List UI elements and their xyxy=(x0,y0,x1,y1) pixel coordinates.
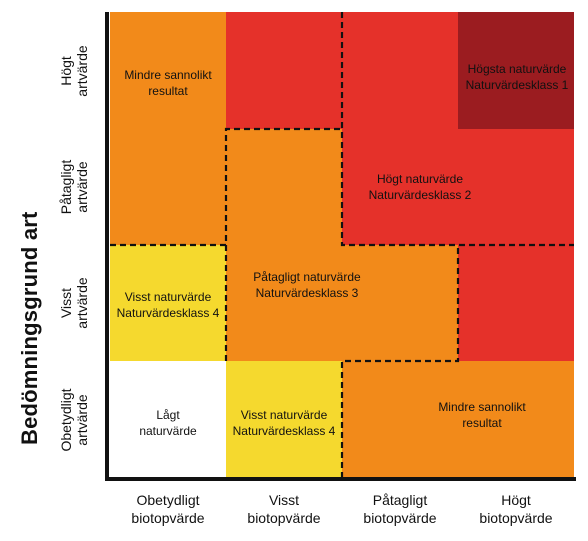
y-label-some: Visst artvärde xyxy=(58,277,91,329)
cell-r3-c4 xyxy=(458,245,574,361)
cell-r2-c1 xyxy=(110,129,226,245)
cell-r3-c2 xyxy=(226,245,342,361)
cell-label-some-value-left: Visst naturvärde Naturvärdesklass 4 xyxy=(116,290,220,320)
cell-label-high-value: Högt naturvärde Naturvärdesklass 2 xyxy=(368,172,472,202)
cell-r3-c3 xyxy=(342,245,458,361)
cell-r1-c2 xyxy=(226,12,342,129)
cell-r2-c2 xyxy=(226,129,342,245)
x-label-high: Högt biotopvärde xyxy=(479,492,553,526)
cell-r4-c1 xyxy=(110,361,226,478)
cell-r3-c1 xyxy=(110,245,226,361)
cell-label-less-likely-bottom: Mindre sannolikt resultat xyxy=(438,400,526,430)
x-label-insignificant: Obetydligt biotopvärde xyxy=(131,492,205,526)
x-label-significant: Påtagligt biotopvärde xyxy=(363,492,437,526)
y-label-high: Högt artvärde xyxy=(58,45,91,97)
y-label-insignificant: Obetydligt artvärde xyxy=(58,388,91,452)
cell-r4-c2 xyxy=(226,361,342,478)
x-label-some: Visst biotopvärde xyxy=(247,492,321,526)
cell-r4-c3 xyxy=(342,361,458,478)
cell-r1-c4 xyxy=(458,12,574,129)
cell-r1-c3 xyxy=(342,12,458,129)
cell-label-less-likely-top: Mindre sannolikt resultat xyxy=(124,68,212,98)
boundary-class1 xyxy=(340,12,574,247)
boundary-class3-right xyxy=(340,245,460,478)
y-axis-title: Bedömningsgrund art xyxy=(17,211,42,445)
cell-label-highest-value: Högsta naturvärde Naturvärdesklass 1 xyxy=(465,62,569,92)
boundary-class2 xyxy=(224,127,342,361)
cell-label-significant-value: Påtagligt naturvärde Naturvärdesklass 3 xyxy=(253,270,361,300)
cell-r4-c4 xyxy=(458,361,574,478)
cell-r2-c4 xyxy=(458,129,574,245)
cell-r2-c3 xyxy=(342,129,458,245)
cell-r1-c1 xyxy=(110,12,226,129)
y-label-significant: Påtagligt artvärde xyxy=(58,159,91,215)
cell-label-some-value-bottom: Visst naturvärde Naturvärdesklass 4 xyxy=(232,408,336,438)
cell-label-low-value: Lågt naturvärde xyxy=(139,408,197,438)
